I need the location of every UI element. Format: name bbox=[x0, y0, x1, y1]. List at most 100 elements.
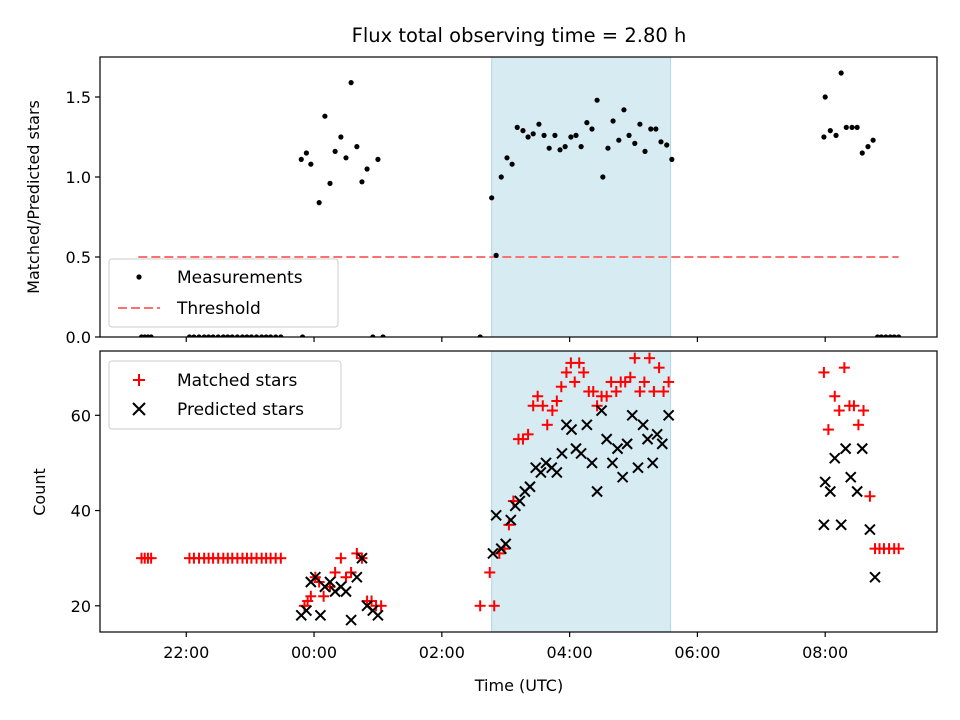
predicted-star-point bbox=[641, 433, 654, 445]
measurement-point bbox=[201, 334, 207, 337]
matched-star-point bbox=[833, 405, 845, 417]
measurement-point bbox=[878, 334, 885, 337]
measurement-point bbox=[541, 132, 547, 138]
measurement-point bbox=[632, 140, 638, 146]
xtick-label: 06:00 bbox=[674, 643, 720, 662]
measurement-point bbox=[354, 144, 360, 150]
measurement-point bbox=[248, 334, 255, 337]
predicted-star-point bbox=[606, 457, 619, 469]
measurement-point bbox=[308, 161, 314, 167]
measurement-point bbox=[600, 174, 606, 180]
measurement-point bbox=[887, 334, 893, 337]
measurement-point bbox=[509, 161, 515, 167]
predicted-star-point bbox=[324, 576, 336, 588]
matched-star-point bbox=[305, 590, 317, 602]
predicted-star-point bbox=[309, 571, 322, 583]
measurement-point bbox=[874, 334, 881, 337]
predicted-star-point bbox=[600, 433, 613, 445]
measurement-point bbox=[303, 150, 309, 156]
legend-threshold-label: Threshold bbox=[176, 299, 261, 319]
measurement-point bbox=[148, 334, 154, 337]
measurement-point bbox=[838, 70, 844, 76]
matched-star-point bbox=[858, 405, 870, 417]
bottom-axes-frame bbox=[99, 350, 938, 633]
predicted-star-point bbox=[372, 609, 384, 622]
predicted-star-point bbox=[662, 409, 675, 422]
predicted-star-point bbox=[535, 466, 547, 479]
measurement-point bbox=[520, 128, 526, 134]
matched-star-point bbox=[474, 600, 486, 612]
measurement-point bbox=[220, 334, 226, 337]
matched-star-point bbox=[573, 357, 585, 369]
measurement-point bbox=[298, 156, 304, 162]
matched-star-point bbox=[658, 385, 670, 397]
bottom-y-axis-label: Count bbox=[30, 468, 49, 516]
legend-matched-label: Matched stars bbox=[177, 371, 297, 391]
measurement-point bbox=[210, 334, 216, 337]
matched-star-point bbox=[634, 385, 646, 397]
measurement-point bbox=[380, 334, 386, 337]
predicted-star-point bbox=[646, 457, 659, 469]
top-ytick-label: 0.0 bbox=[66, 328, 91, 347]
measurement-point bbox=[196, 334, 202, 337]
matched-star-point bbox=[648, 385, 660, 397]
matched-star-point bbox=[532, 390, 544, 402]
predicted-star-point bbox=[864, 523, 876, 536]
measurement-point bbox=[267, 334, 274, 337]
measurement-point bbox=[343, 155, 349, 161]
count-points bbox=[136, 352, 905, 626]
predicted-star-point bbox=[818, 519, 830, 531]
measurement-point bbox=[322, 113, 328, 119]
matched-star-point bbox=[560, 366, 572, 378]
predicted-star-point bbox=[819, 476, 831, 488]
measurement-point bbox=[332, 148, 338, 154]
measurement-point bbox=[338, 134, 344, 140]
measurement-point bbox=[206, 334, 212, 337]
predicted-star-point bbox=[595, 404, 608, 417]
xtick-label: 04:00 bbox=[547, 643, 593, 662]
predicted-star-point bbox=[621, 438, 633, 450]
x-axis-label: Time (UTC) bbox=[474, 676, 563, 695]
predicted-star-point bbox=[575, 447, 587, 460]
measurement-point bbox=[536, 121, 542, 127]
measurement-point bbox=[896, 334, 902, 337]
matched-star-point bbox=[653, 362, 665, 374]
legend-matched-marker bbox=[133, 374, 145, 386]
matched-star-point bbox=[578, 366, 590, 378]
measurement-point bbox=[215, 334, 221, 337]
measurement-point bbox=[669, 156, 675, 162]
measurement-point bbox=[229, 334, 235, 337]
predicted-star-point bbox=[581, 419, 593, 431]
top-legend-box bbox=[108, 258, 339, 328]
matched-star-point bbox=[345, 566, 357, 578]
bottom-ytick-label: 40 bbox=[71, 502, 91, 521]
measurement-point bbox=[253, 334, 260, 337]
matched-star-point bbox=[638, 376, 650, 388]
matched-star-point bbox=[335, 552, 347, 564]
measurement-point bbox=[348, 80, 354, 86]
predicted-star-point bbox=[524, 481, 536, 493]
matched-star-point bbox=[864, 490, 876, 502]
matched-star-point bbox=[619, 376, 631, 388]
measurement-point bbox=[859, 150, 865, 156]
matched-star-point bbox=[601, 390, 613, 402]
predicted-star-point bbox=[551, 466, 563, 479]
measurement-point bbox=[259, 334, 265, 337]
measurement-points bbox=[138, 70, 902, 337]
predicted-star-point bbox=[616, 471, 629, 483]
matched-star-point bbox=[517, 433, 529, 445]
bottom-ytick-label: 20 bbox=[71, 597, 91, 616]
top-legend: Measurements Threshold bbox=[108, 258, 339, 328]
predicted-star-point bbox=[839, 442, 852, 455]
top-y-axis-label: Matched/Predicted stars bbox=[24, 100, 43, 294]
measurement-point bbox=[316, 200, 322, 206]
measurement-point bbox=[489, 195, 495, 201]
matched-star-point bbox=[624, 371, 636, 383]
matched-star-point bbox=[587, 385, 599, 397]
measurement-point bbox=[616, 137, 622, 143]
measurement-point bbox=[546, 145, 552, 151]
measurement-point bbox=[584, 120, 590, 126]
measurement-point bbox=[664, 142, 670, 148]
bottom-span-shade bbox=[491, 350, 672, 633]
matched-star-point bbox=[605, 376, 617, 388]
